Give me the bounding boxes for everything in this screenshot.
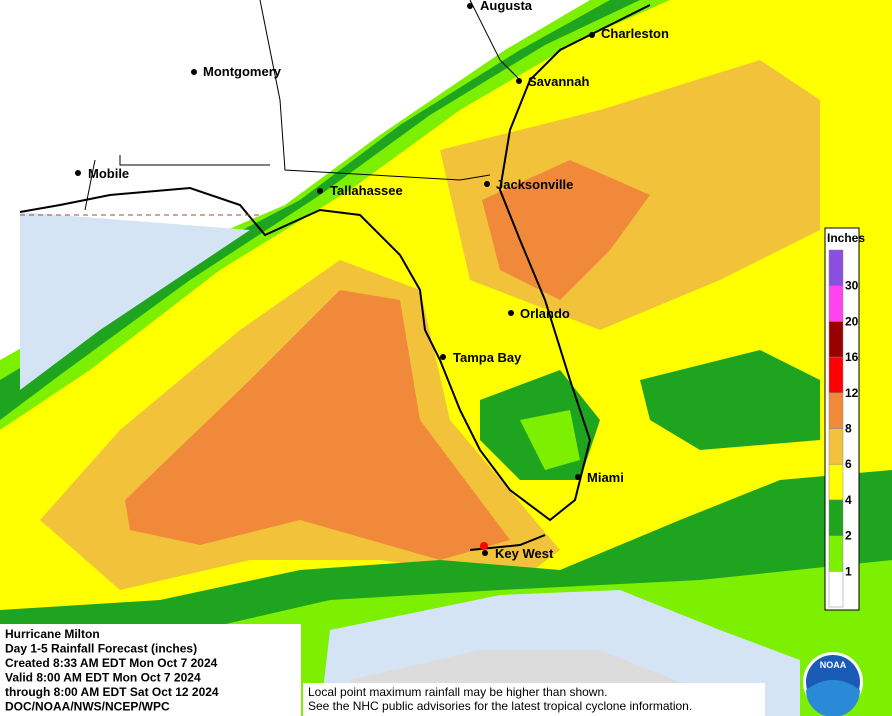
legend-swatch	[828, 571, 844, 608]
legend-swatch	[828, 499, 844, 536]
legend-label: 4	[845, 493, 852, 507]
legend-swatch	[828, 285, 844, 322]
city-dot	[575, 474, 581, 480]
legend-swatch	[828, 463, 844, 501]
state-borders	[84, 0, 521, 211]
disclaimer-line: See the NHC public advisories for the la…	[308, 699, 692, 713]
legend-swatch	[828, 535, 844, 572]
city-dot	[317, 188, 323, 194]
orange-area-ne	[482, 160, 650, 300]
legend-label: 6	[845, 457, 852, 471]
info-line: DOC/NOAA/NWS/NCEP/WPC	[5, 700, 170, 714]
info-line: through 8:00 AM EDT Sat Oct 12 2024	[5, 685, 219, 699]
city-label: Tampa Bay	[453, 350, 522, 365]
max-spot	[480, 542, 488, 550]
legend-label: 2	[845, 529, 852, 543]
city-dot	[440, 354, 446, 360]
logo-text: NOAA	[820, 660, 847, 670]
city-dot	[191, 69, 197, 75]
legend-label: 12	[845, 386, 859, 400]
legend-label: 16	[845, 350, 859, 364]
info-box	[0, 624, 301, 716]
city-label: Mobile	[88, 166, 129, 181]
legend-swatch	[828, 249, 844, 286]
info-line: Created 8:33 AM EDT Mon Oct 7 2024	[5, 656, 218, 670]
city-dot	[482, 550, 488, 556]
city-label: Augusta	[480, 0, 533, 13]
legend-label: 8	[845, 422, 852, 436]
city-dot	[75, 170, 81, 176]
city-dot	[508, 310, 514, 316]
city-label: Tallahassee	[330, 183, 403, 198]
info-line: Day 1-5 Rainfall Forecast (inches)	[5, 642, 197, 656]
gulf-water	[20, 212, 250, 390]
legend-swatch	[828, 356, 844, 394]
legend-swatch	[828, 428, 844, 465]
legend-label: 30	[845, 279, 859, 293]
city-dot	[589, 32, 595, 38]
disclaimer-box	[303, 683, 765, 716]
city-label: Savannah	[528, 74, 589, 89]
city-dot	[516, 78, 522, 84]
light-green-patch-fl	[520, 410, 580, 470]
city-label: Montgomery	[203, 64, 282, 79]
city-label: Miami	[587, 470, 624, 485]
cities: Augusta Charleston Montgomery Savannah M…	[75, 0, 669, 561]
city-label: Charleston	[601, 26, 669, 41]
legend-label: 1	[845, 564, 852, 578]
legend-swatch	[828, 321, 844, 358]
city-dot	[467, 3, 473, 9]
green-patch-bahamas	[640, 350, 820, 450]
info-line: Valid 8:00 AM EDT Mon Oct 7 2024	[5, 671, 201, 685]
noaa-logo: NOAA	[803, 652, 863, 716]
city-label: Jacksonville	[496, 177, 573, 192]
disclaimer-line: Local point maximum rainfall may be high…	[308, 685, 607, 699]
legend-title: Inches	[827, 231, 865, 245]
orange-area-gulf	[125, 290, 510, 560]
legend-label: 20	[845, 314, 859, 328]
info-line: Hurricane Milton	[5, 627, 100, 641]
city-dot	[484, 181, 490, 187]
city-label: Orlando	[520, 306, 570, 321]
logo-wave	[806, 680, 860, 716]
city-label: Key West	[495, 546, 554, 561]
legend-swatch	[828, 392, 844, 429]
